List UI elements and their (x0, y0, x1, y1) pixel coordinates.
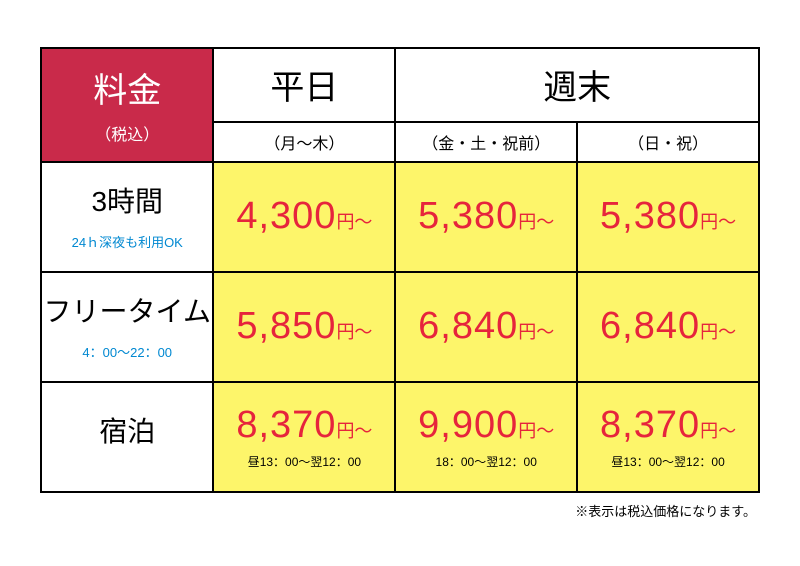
row-label-note: 24ｈ深夜も利用OK (42, 232, 212, 251)
price-value: 8,370円～ (600, 424, 736, 441)
row-label: フリータイム 4：00～22：00 (41, 272, 213, 382)
price-cell: 9,900円～ 18：00～翌12：00 (395, 382, 577, 492)
price-value: 4,300円～ (236, 215, 372, 232)
row-label-note: 4：00～22：00 (42, 342, 212, 361)
row-label: 3時間 24ｈ深夜も利用OK (41, 162, 213, 272)
price-cell: 5,850円～ (213, 272, 395, 382)
price-cell: 8,370円～ 昼13：00～翌12：00 (577, 382, 759, 492)
price-time-note: 昼13：00～翌12：00 (214, 453, 394, 470)
row-label-main: 宿泊 (42, 412, 212, 451)
row-label-main: フリータイム (42, 292, 212, 331)
price-value: 5,850円～ (236, 325, 372, 342)
price-cell: 5,380円～ (577, 162, 759, 272)
row-label-main: 3時間 (42, 182, 212, 221)
header-weekend-sub2: （日・祝） (577, 122, 759, 162)
price-value: 6,840円～ (600, 325, 736, 342)
price-cell: 6,840円～ (577, 272, 759, 382)
header-weekday: 平日 (213, 48, 395, 122)
price-value: 5,380円～ (418, 215, 554, 232)
price-value: 8,370円～ (236, 424, 372, 441)
header-weekend-sub1: （金・土・祝前） (395, 122, 577, 162)
header-weekend: 週末 (395, 48, 759, 122)
price-cell: 5,380円～ (395, 162, 577, 272)
header-weekday-sub: （月～木） (213, 122, 395, 162)
price-cell: 6,840円～ (395, 272, 577, 382)
price-time-note: 18：00～翌12：00 (396, 453, 576, 470)
footer-note: ※表示は税込価格になります。 (40, 501, 760, 520)
corner-title: 料金 (42, 64, 212, 118)
price-table-container: 料金 （税込） 平日 週末 （月～木） （金・土・祝前） （日・祝） 3時間 2… (40, 47, 760, 493)
price-value: 5,380円～ (600, 215, 736, 232)
price-value: 9,900円～ (418, 424, 554, 441)
header-corner: 料金 （税込） (41, 48, 213, 162)
price-cell: 8,370円～ 昼13：00～翌12：00 (213, 382, 395, 492)
price-time-note: 昼13：00～翌12：00 (578, 453, 758, 470)
price-value: 6,840円～ (418, 325, 554, 342)
corner-sub: （税込） (42, 121, 212, 145)
row-label: 宿泊 (41, 382, 213, 492)
price-cell: 4,300円～ (213, 162, 395, 272)
price-table: 料金 （税込） 平日 週末 （月～木） （金・土・祝前） （日・祝） 3時間 2… (40, 47, 760, 493)
